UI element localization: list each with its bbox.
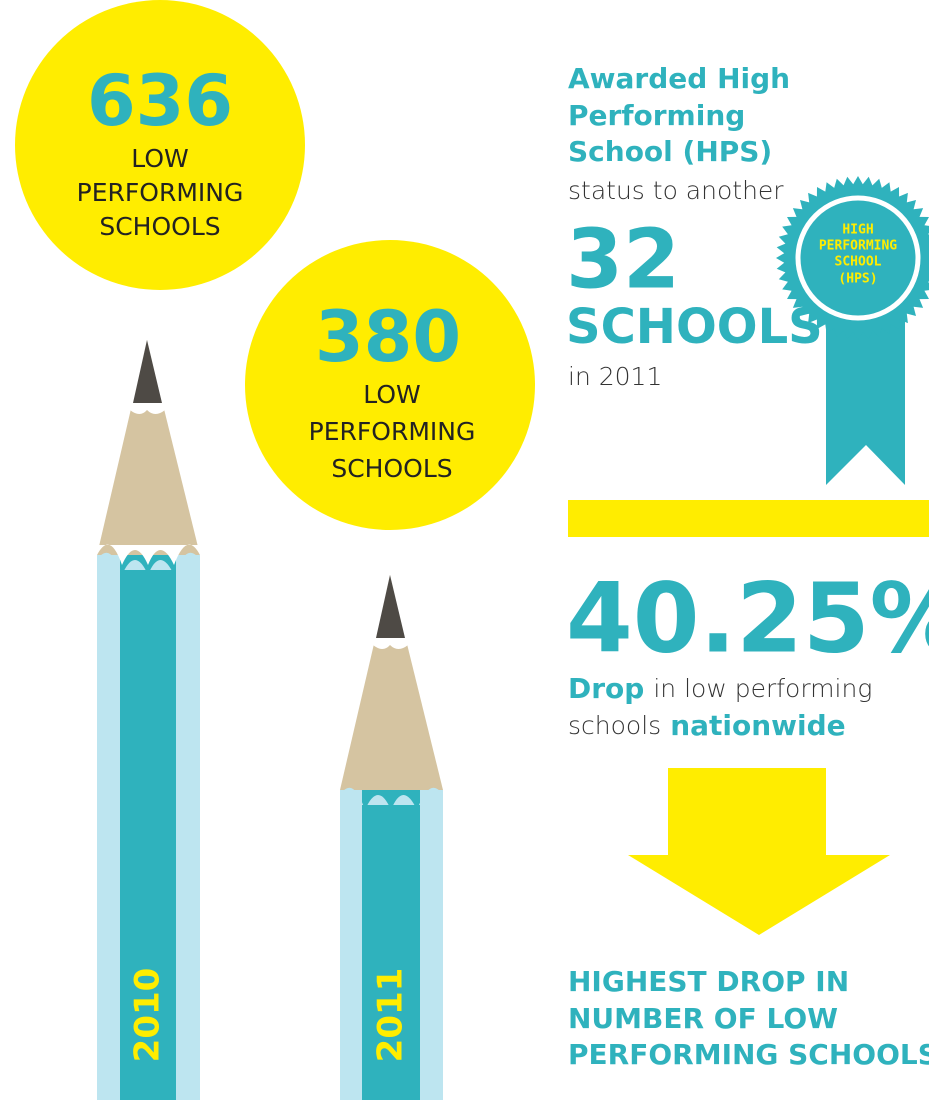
label: LOW [363,380,420,409]
label: SCHOOLS [331,454,452,483]
label: PERFORMING [77,178,244,207]
text: schools [568,711,661,740]
drop-line: Drop in low performing [568,672,872,705]
text: status to another [568,176,784,205]
heading: Performing [568,99,745,132]
ribbon-text: (HPS) [838,272,877,287]
number: 32 [566,212,680,307]
footer: NUMBER OF LOW [568,1002,838,1035]
circle-2010 [15,0,305,290]
unit: SCHOOLS [566,299,823,355]
heading: Awarded High [568,62,790,95]
bold: Drop [568,672,644,705]
arrow [628,768,890,935]
ribbon-text: SCHOOL [835,255,882,270]
text: in low performing [653,674,872,703]
year: 2010 [128,968,168,1063]
ribbon-text: HIGH [842,223,873,238]
label: PERFORMING [309,417,476,446]
year: 2011 [371,968,411,1063]
heading: School (HPS) [568,135,772,168]
label: SCHOOLS [99,212,220,241]
number: 636 [87,60,233,142]
label: LOW [131,144,188,173]
divider [568,500,929,537]
year-text: in 2011 [568,362,662,391]
footer: HIGHEST DROP IN [568,965,849,998]
drop-line: schools nationwide [568,709,846,742]
number: 380 [315,296,461,378]
circle-2011 [245,240,535,530]
pencil-2011 [340,575,443,1100]
ribbon [776,176,929,485]
ribbon-text: PERFORMING [819,239,897,254]
pencil-2010 [97,340,200,1100]
percent: 40.25% [566,562,929,674]
bold: nationwide [670,709,845,742]
footer: PERFORMING SCHOOLS [568,1038,929,1071]
